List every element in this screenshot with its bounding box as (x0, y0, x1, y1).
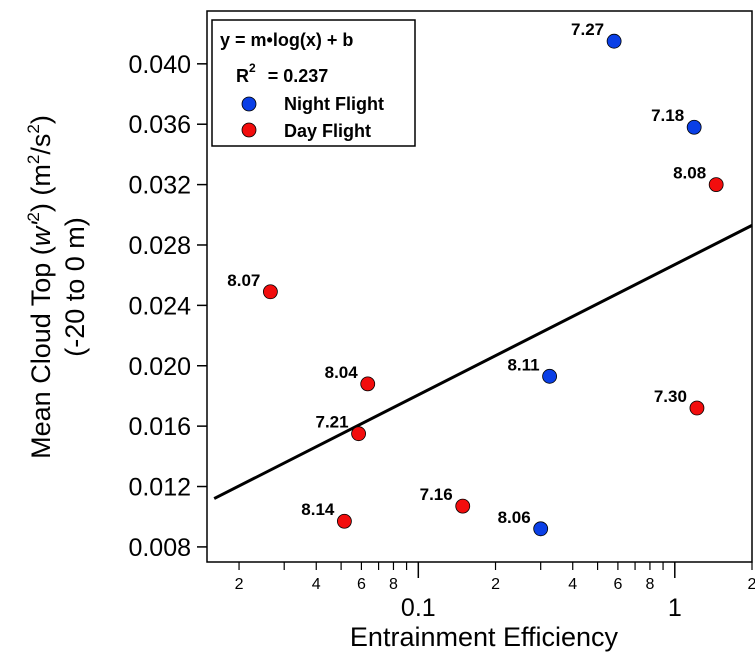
legend-day-marker (241, 122, 257, 138)
x-major-tick-label: 1 (668, 594, 682, 622)
y-title-units-mid: /s (26, 134, 56, 155)
y-title-sup3: 2 (24, 124, 43, 133)
plot-frame (206, 10, 753, 563)
legend-equation: y = m•log(x) + b (220, 30, 353, 50)
x-axis-title: Entrainment Efficiency (350, 622, 619, 652)
y-tick-label: 0.012 (128, 474, 191, 502)
x-minor-tick-label: 2 (491, 576, 500, 593)
data-point (533, 521, 549, 537)
data-point (262, 284, 278, 300)
data-point (708, 177, 724, 193)
y-title-units-close: ) (26, 115, 56, 124)
data-point (686, 119, 702, 135)
legend-night-label: Night Flight (284, 94, 384, 114)
data-point (360, 376, 376, 392)
y-title-prefix: Mean Cloud Top ( (26, 246, 56, 459)
y-axis: 0.008 0.012 0.016 0.020 0.024 0.028 0.032 0.036… (128, 51, 207, 562)
x-minor-tick-label: 6 (357, 576, 366, 593)
data-point (455, 498, 471, 514)
data-points: 7.27 7.18 8.11 8.06 8.08 8.07 8.04 7.21 7.30 7.16… (227, 20, 724, 537)
legend: y = m•log(x) + b R2 = 0.237 Night Flight … (211, 19, 416, 147)
y-tick-label: 0.020 (128, 353, 191, 381)
y-title-sup2: 2 (24, 155, 43, 164)
y-tick-label: 0.016 (128, 413, 191, 441)
y-tick-label: 0.040 (128, 51, 191, 79)
x-minor-tick-label: 8 (389, 576, 398, 593)
data-point (542, 368, 558, 384)
y-axis-title-line1: Mean Cloud Top (w'2) (m2/s2) (24, 115, 56, 459)
legend-r2: R2 = 0.237 (236, 61, 328, 86)
y-tick-label: 0.028 (128, 232, 191, 260)
y-axis-title-line2: (-20 to 0 m) (60, 217, 90, 357)
data-point (336, 513, 352, 529)
legend-r2-value: = 0.237 (268, 66, 329, 86)
y-tick-label: 0.036 (128, 111, 191, 139)
data-point (606, 33, 622, 49)
x-minor-tick-label: 4 (568, 576, 577, 593)
x-minor-tick-label: 4 (312, 576, 321, 593)
data-point-label: 8.07 (227, 271, 260, 290)
y-axis-title: Mean Cloud Top (w'2) (m2/s2) (-20 to 0 m… (24, 115, 90, 459)
data-point-label: 7.18 (651, 106, 684, 125)
data-point-label: 7.21 (316, 413, 349, 432)
x-minor-tick-label: 2 (235, 576, 244, 593)
x-minor-tick-label: 6 (613, 576, 622, 593)
data-point-label: 7.27 (571, 20, 604, 39)
data-point-label: 8.04 (325, 363, 359, 382)
y-title-units-open: ) (m (26, 164, 56, 212)
legend-day-label: Day Flight (284, 121, 371, 141)
data-point-label: 7.16 (420, 485, 453, 504)
data-point-label: 8.14 (301, 500, 335, 519)
data-point-label: 8.06 (498, 508, 531, 527)
y-tick-label: 0.032 (128, 172, 191, 200)
x-minor-tick-label: 2 (748, 576, 755, 593)
data-point-label: 8.08 (673, 164, 706, 183)
y-title-sup1: 2 (24, 212, 43, 221)
legend-r2-sup: 2 (249, 61, 256, 75)
fit-line (213, 224, 753, 500)
x-minor-tick-label: 8 (645, 576, 654, 593)
data-point (689, 400, 705, 416)
y-tick-label: 0.008 (128, 534, 191, 562)
y-title-var: w' (26, 221, 56, 246)
x-axis: 2 4 6 8 2 4 6 8 2 0.1 1 (235, 562, 755, 622)
legend-r2-prefix: R (236, 66, 249, 86)
x-major-tick-label: 0.1 (401, 594, 436, 622)
data-point-label: 8.11 (507, 355, 539, 374)
legend-night-marker (241, 96, 257, 112)
data-point (351, 426, 366, 442)
data-point-label: 7.30 (654, 387, 687, 406)
y-tick-label: 0.024 (128, 292, 191, 320)
